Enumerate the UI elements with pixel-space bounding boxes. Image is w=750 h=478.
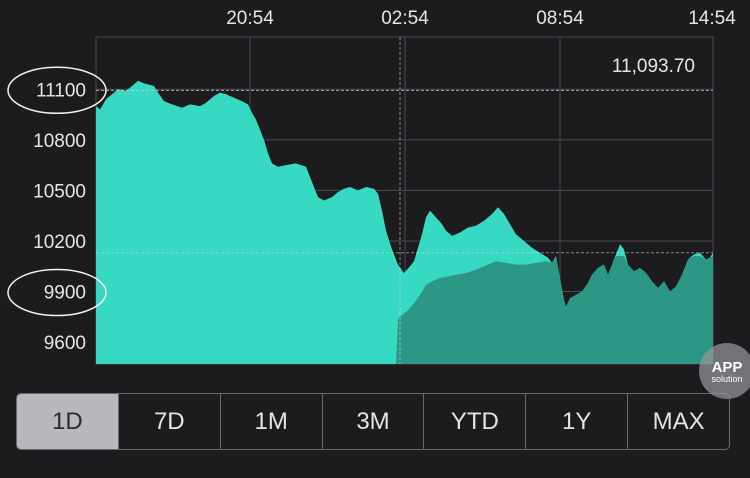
watermark-line1: APP — [711, 359, 743, 376]
x-tick-label: 08:54 — [536, 8, 584, 29]
x-tick-label: 14:54 — [688, 8, 736, 29]
tab-3m[interactable]: 3M — [321, 394, 424, 449]
axis-labels: 20:54 02:54 08:54 14:54 11100 10800 10500 10200… — [7, 8, 736, 354]
price-chart[interactable]: 20:54 02:54 08:54 14:54 11100 10800 10500 10200… — [0, 0, 750, 385]
y-tick-label: 10200 — [33, 232, 86, 253]
y-tick-label: 9600 — [44, 333, 86, 354]
price-area-layer — [96, 80, 713, 365]
y-tick-label: 10800 — [33, 131, 86, 152]
tick-highlight-circle — [7, 66, 107, 115]
y-tick-label: 9900 — [44, 283, 86, 304]
price-volume-overlap — [396, 256, 713, 364]
tab-1m[interactable]: 1M — [219, 394, 322, 449]
watermark-line2: solution — [711, 374, 743, 384]
x-tick-label: 02:54 — [381, 8, 429, 29]
tab-1d[interactable]: 1D — [17, 394, 118, 449]
tab-1y[interactable]: 1Y — [525, 394, 627, 449]
watermark-logo: APP solution — [699, 343, 750, 399]
y-tick-label: 11100 — [36, 80, 86, 101]
x-tick-label: 20:54 — [226, 8, 274, 29]
tab-7d[interactable]: 7D — [117, 394, 220, 449]
reference-lines — [96, 37, 713, 364]
tick-highlight-circle — [7, 268, 107, 317]
time-range-selector: 1D 7D 1M 3M YTD 1Y MAX — [16, 393, 730, 450]
current-value-label: 11,093.70 — [612, 56, 695, 77]
tab-max[interactable]: MAX — [627, 394, 729, 449]
tab-ytd[interactable]: YTD — [423, 394, 525, 449]
y-tick-label: 10500 — [33, 181, 86, 202]
